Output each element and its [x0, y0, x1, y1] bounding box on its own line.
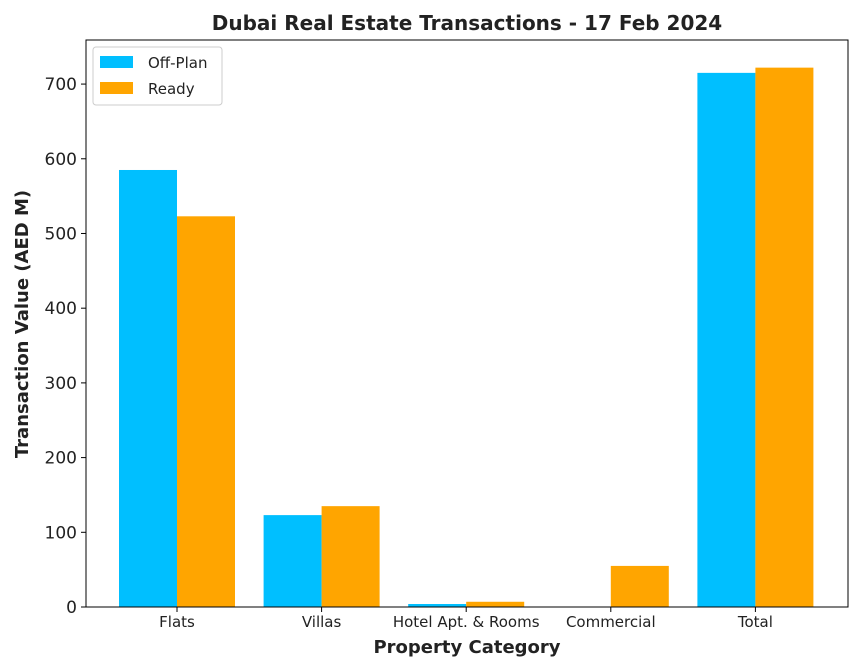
y-tick-label: 200 — [45, 449, 77, 469]
y-tick-label: 500 — [45, 224, 77, 244]
y-tick-label: 700 — [45, 75, 77, 95]
x-tick-label: Total — [737, 613, 773, 631]
chart-title: Dubai Real Estate Transactions - 17 Feb … — [212, 11, 722, 35]
plot-frame — [85, 39, 849, 608]
legend: Off-Plan Ready — [92, 46, 223, 106]
bar-off-plan-1 — [263, 515, 322, 607]
legend-swatch — [100, 56, 133, 68]
y-tick-label: 400 — [45, 299, 77, 319]
x-tick-label: Flats — [159, 613, 195, 631]
legend-label: Off-Plan — [148, 54, 207, 72]
bar-ready-0 — [177, 216, 235, 607]
bar-off-plan-2 — [408, 604, 467, 607]
y-axis-label: Transaction Value (AED M) — [12, 190, 33, 458]
x-tick-label: Commercial — [566, 613, 656, 631]
bar-ready-2 — [466, 601, 525, 607]
y-tick-label: 100 — [45, 523, 77, 543]
bar-off-plan-4 — [697, 72, 756, 607]
x-axis-label: Property Category — [373, 637, 560, 658]
bar-off-plan-0 — [119, 169, 177, 607]
y-tick-label: 0 — [66, 598, 77, 618]
x-tick-label: Hotel Apt. & Rooms — [393, 613, 540, 631]
legend-label: Ready — [148, 80, 195, 98]
x-tick-label: Villas — [302, 613, 342, 631]
bar-ready-3 — [610, 565, 669, 607]
bar-ready-4 — [755, 67, 814, 607]
bar-ready-1 — [321, 506, 380, 607]
y-tick-label: 600 — [45, 150, 77, 170]
y-tick-label: 300 — [45, 374, 77, 394]
legend-swatch — [100, 82, 133, 94]
